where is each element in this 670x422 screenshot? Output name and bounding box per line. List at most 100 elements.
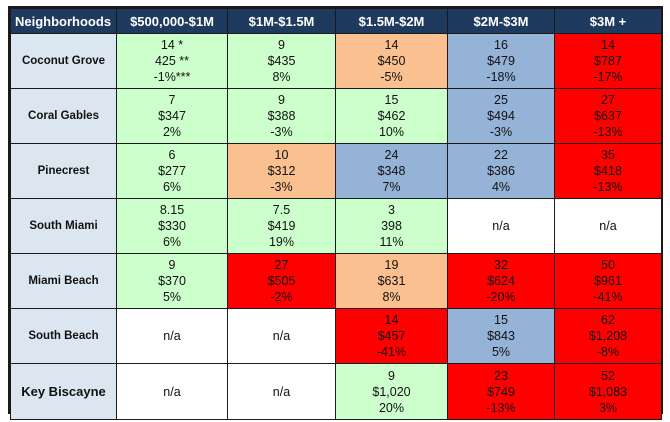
price-cell: 52 $1,083 3% <box>554 363 662 420</box>
cell-sales-count: 7 <box>168 93 176 107</box>
cell-price: $637 <box>594 109 622 123</box>
price-cell: 35 $418 -13% <box>554 143 662 199</box>
cell-value: n/a <box>492 219 510 233</box>
price-cell: n/a <box>227 363 336 420</box>
cell-sales-count: 9 <box>278 93 285 107</box>
price-cell: 9 $388 -3% <box>227 88 336 144</box>
price-cell: n/a <box>116 308 228 364</box>
cell-change: 5% <box>162 290 182 304</box>
table-row: Pinecrest 6 $277 6% 10 $312 -3% 24 $348 7% 22 $386 4… <box>10 143 662 199</box>
price-cell: 22 $386 4% <box>447 143 555 199</box>
cell-sales-count: 9 <box>278 38 285 52</box>
cell-change: -3% <box>270 180 293 194</box>
price-cell: 25 $494 -3% <box>447 88 555 144</box>
cell-price: $494 <box>487 109 515 123</box>
cell-sales-count: 27 <box>274 258 289 272</box>
price-cell: 24 $348 7% <box>335 143 448 199</box>
cell-price: $386 <box>487 164 515 178</box>
cell-change: 6% <box>162 180 182 194</box>
cell-price: $787 <box>594 54 622 68</box>
header-3m-plus: $3M + <box>554 8 662 34</box>
header-row: Neighborhoods $500,000-$1M $1M-$1.5M $1.… <box>10 8 662 34</box>
cell-sales-count: 25 <box>494 93 508 107</box>
cell-sales-count: 19 <box>384 258 399 272</box>
cell-price: $418 <box>594 164 622 178</box>
table-row: South Beach n/a n/a 14 $457 -41% 15 $843 5% 62 $1,… <box>10 308 662 364</box>
cell-sales-count: 14 <box>384 313 399 327</box>
price-cell: 19 $631 8% <box>335 253 448 309</box>
cell-price: $624 <box>487 274 515 288</box>
price-cell: n/a <box>554 198 662 254</box>
price-cell: 32 $624 -20% <box>447 253 555 309</box>
cell-price: $370 <box>158 274 186 288</box>
cell-change: 6% <box>162 235 182 249</box>
cell-price: $419 <box>267 219 296 233</box>
price-table-frame: Neighborhoods $500,000-$1M $1M-$1.5M $1.… <box>8 6 663 420</box>
price-cell: 3 398 11% <box>335 198 448 254</box>
price-cell: 14 $787 -17% <box>554 33 662 89</box>
cell-price: $450 <box>377 54 406 68</box>
neighborhood-name: Pinecrest <box>10 143 117 199</box>
table-body: Coconut Grove 14 * 425 ** -1%*** 9 $435 8% 14 $4… <box>10 33 662 420</box>
price-cell: 27 $505 -2% <box>227 253 336 309</box>
cell-sales-count: 6 <box>168 148 176 162</box>
neighborhood-name: Miami Beach <box>10 253 117 309</box>
neighborhood-name: South Miami <box>10 198 117 254</box>
table-row: Key Biscayne n/a n/a 9 $1,020 20% 23 $749 -13% 52… <box>10 363 662 420</box>
cell-change: 19% <box>268 235 295 249</box>
cell-sales-count: 15 <box>384 93 399 107</box>
cell-sales-count: 14 * <box>160 38 184 52</box>
neighborhood-name: Coral Gables <box>10 88 117 144</box>
cell-value: n/a <box>272 329 291 343</box>
price-cell: n/a <box>447 198 555 254</box>
cell-price: $347 <box>158 109 186 123</box>
table-row: Miami Beach 9 $370 5% 27 $505 -2% 19 $631 8% 32 $62… <box>10 253 662 309</box>
price-cell: 27 $637 -13% <box>554 88 662 144</box>
price-cell: 15 $843 5% <box>447 308 555 364</box>
price-cell: 9 $370 5% <box>116 253 228 309</box>
table-row: Coral Gables 7 $347 2% 9 $388 -3% 15 $462 10% 25 $4… <box>10 88 662 144</box>
cell-change: -8% <box>596 345 620 359</box>
cell-change: -3% <box>489 125 513 139</box>
header-1m-1-5m: $1M-$1.5M <box>227 8 336 34</box>
cell-change: 11% <box>379 235 404 249</box>
header-500k-1m: $500,000-$1M <box>116 8 228 34</box>
price-cell: 62 $1,208 -8% <box>554 308 662 364</box>
table-row: Coconut Grove 14 * 425 ** -1%*** 9 $435 8% 14 $4… <box>10 33 662 89</box>
neighborhood-name: Key Biscayne <box>10 363 117 420</box>
cell-price: 398 <box>381 219 402 233</box>
cell-sales-count: 22 <box>494 148 508 162</box>
cell-sales-count: 8.15 <box>159 203 185 217</box>
cell-price: 425 ** <box>154 54 190 68</box>
cell-change: 4% <box>491 180 511 194</box>
table-row: South Miami 8.15 $330 6% 7.5 $419 19% 3 398 11% n/… <box>10 198 662 254</box>
price-cell: 14 $450 -5% <box>335 33 448 89</box>
cell-change: -2% <box>270 290 293 304</box>
cell-sales-count: 16 <box>494 38 508 52</box>
cell-change: 8% <box>272 70 291 84</box>
cell-price: $1,020 <box>372 384 411 399</box>
cell-change: 3% <box>598 400 618 415</box>
header-1-5m-2m: $1.5M-$2M <box>335 8 448 34</box>
cell-change: -13% <box>486 400 516 415</box>
cell-price: $388 <box>267 109 296 123</box>
cell-sales-count: 52 <box>601 368 615 383</box>
price-cell: 50 $961 -41% <box>554 253 662 309</box>
cell-sales-count: 32 <box>494 258 508 272</box>
cell-sales-count: 24 <box>384 148 399 162</box>
price-cell: 15 $462 10% <box>335 88 448 144</box>
cell-price: $843 <box>487 329 515 343</box>
cell-price: $348 <box>377 164 406 178</box>
cell-change: -18% <box>486 70 516 84</box>
price-cell: 23 $749 -13% <box>447 363 555 420</box>
cell-sales-count: 7.5 <box>272 203 291 217</box>
cell-change: -13% <box>593 180 623 194</box>
cell-price: $277 <box>158 164 186 178</box>
header-neighborhoods: Neighborhoods <box>10 8 117 34</box>
cell-change: -20% <box>486 290 516 304</box>
cell-price: $505 <box>267 274 296 288</box>
cell-change: -1%*** <box>153 70 191 84</box>
cell-value: n/a <box>163 384 181 399</box>
neighborhood-name: South Beach <box>10 308 117 364</box>
cell-sales-count: 3 <box>388 203 395 217</box>
